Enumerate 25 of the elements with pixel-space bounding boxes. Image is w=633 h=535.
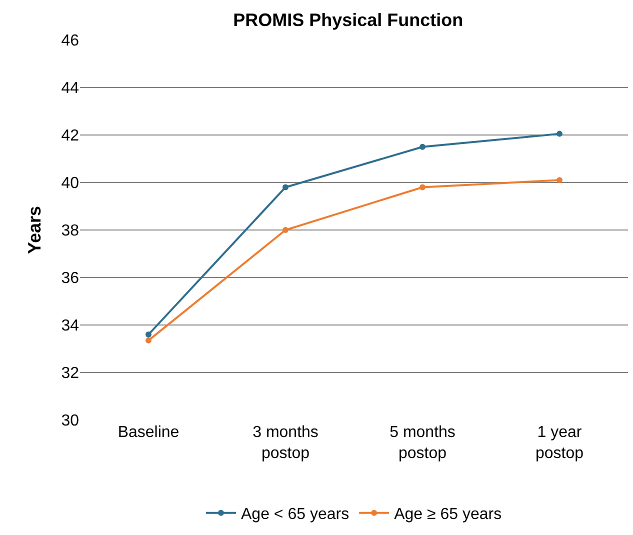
- legend-label: Age ≥ 65 years: [394, 506, 502, 524]
- y-tick-label: 30: [61, 412, 80, 430]
- x-tick-label: Baseline: [118, 424, 180, 441]
- y-tick-label: 44: [61, 80, 80, 98]
- y-tick-label: 34: [61, 318, 80, 335]
- y-tick-label: 36: [61, 270, 80, 288]
- y-tick-label: 46: [61, 32, 80, 50]
- chart-title: PROMIS Physical Function: [233, 10, 464, 30]
- x-tick-label: 1 year postop: [535, 424, 584, 462]
- y-axis-title: Years: [24, 206, 44, 254]
- legend-label: Age < 65 years: [241, 506, 350, 524]
- y-tick-label: 38: [61, 222, 80, 240]
- point: [420, 184, 426, 190]
- point: [420, 144, 426, 150]
- point: [282, 184, 288, 190]
- point: [146, 337, 152, 344]
- y-tick-label: 32: [61, 365, 80, 382]
- point: [146, 332, 152, 338]
- point: [282, 227, 288, 233]
- point: [556, 177, 562, 184]
- y-tick-label: 42: [61, 128, 80, 145]
- x-tick-label: 5 months postop: [390, 424, 456, 462]
- point: [556, 130, 562, 137]
- x-tick-label: 3 months postop: [252, 424, 318, 462]
- y-tick-label: 40: [61, 175, 80, 192]
